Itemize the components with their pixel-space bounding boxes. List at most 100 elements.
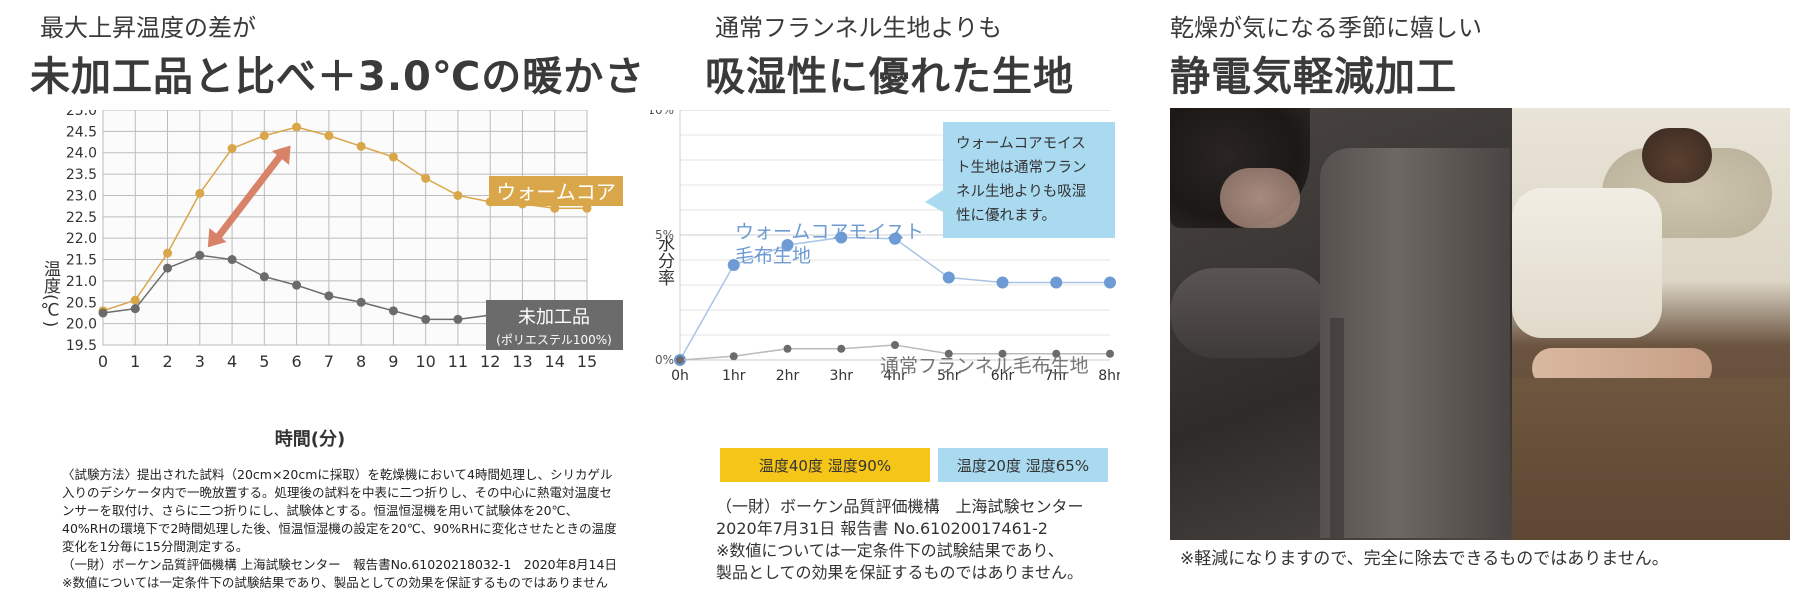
moisture-warm-series-label-line1: ウォームコアモイスト xyxy=(735,221,924,243)
temperature-series-0-point xyxy=(259,131,269,141)
moisture-chart-ytick-label: 10% xyxy=(650,110,674,117)
temperature-chart-xtick-label: 11 xyxy=(448,352,468,371)
temperature-chart-xtick-label: 12 xyxy=(480,352,500,371)
temperature-chart-xtick-label: 3 xyxy=(195,352,205,371)
panel3-note: ※軽減になりますので、完全に除去できるものではありません。 xyxy=(1180,549,1669,569)
temperature-chart-ytick-label: 25.0 xyxy=(66,110,97,119)
note-line: （一財）ボーケン品質評価機構 上海試験センター xyxy=(716,497,1084,516)
panel3-heading: 静電気軽減加工 xyxy=(1170,54,1457,100)
moisture-series-0-point xyxy=(1104,276,1116,289)
note-line: ※数値については一定条件下の試験結果であり、 xyxy=(716,541,1064,560)
blanket-fold-shape xyxy=(1320,148,1510,538)
condition-bar-2-box xyxy=(938,448,1108,482)
condition-bar-2: 温度20度 湿度65% xyxy=(938,448,1108,482)
temperature-chart-ytick-label: 23.5 xyxy=(66,167,97,183)
note-line: ンサーを取付け、さらに二つ折りにし、試験体とする。恒温恒湿機を用いて試験体を20… xyxy=(62,503,579,518)
condition-bar-1: 温度40度 湿度90% xyxy=(720,448,930,482)
panel1-heading: 未加工品と比べ＋3.0℃の暖かさ xyxy=(30,54,646,100)
legend-warmcore: ウォームコア xyxy=(489,176,623,206)
temperature-chart-ytick-label: 24.5 xyxy=(66,124,97,140)
person-hair-right xyxy=(1642,128,1712,183)
moisture-chart-series xyxy=(674,231,1116,366)
moisture-series-1-point xyxy=(944,349,953,358)
temperature-series-0-point xyxy=(453,190,463,200)
temperature-chart-ytick-label: 20.0 xyxy=(66,317,97,333)
moisture-chart-ylabel: 水分率 xyxy=(654,235,675,286)
temperature-chart-xtick-label: 15 xyxy=(577,352,597,371)
person-face-shape xyxy=(1220,168,1300,228)
moisture-series-1-point xyxy=(998,349,1007,358)
condition-bar-2-label: 温度20度 湿度65% xyxy=(957,457,1089,475)
moisture-chart-xtick-label: 4hr xyxy=(883,368,907,384)
temperature-chart-xlabel: 時間(分) xyxy=(275,429,345,450)
moisture-chart-ytick-label: 0% xyxy=(655,353,674,367)
temperature-difference-arrow xyxy=(207,145,291,248)
temperature-series-0-point xyxy=(582,203,592,213)
temperature-series-1-point xyxy=(195,250,205,260)
pillow-shape xyxy=(1170,268,1330,358)
moisture-series-1-point xyxy=(783,344,792,353)
note-line: 2020年7月31日 報告書 No.61020017461-2 xyxy=(716,519,1048,538)
arrow-head-bottom xyxy=(207,228,227,248)
moisture-chart-yticks: 0% 5% 10% xyxy=(650,110,674,367)
temperature-series-0-point xyxy=(356,141,366,151)
temperature-chart-grid xyxy=(102,110,588,346)
temperature-chart-xtick-label: 8 xyxy=(356,352,366,371)
moisture-chart-xticks: 0h 1hr 2hr 3hr 4hr 5hr 6hr 7hr 8hr xyxy=(671,368,1120,384)
temperature-series-1-point xyxy=(421,314,431,324)
temperature-series-0-point xyxy=(195,188,205,198)
temperature-chart-ylabel: 温度(℃) xyxy=(40,260,61,327)
temperature-chart-ytick-label: 20.5 xyxy=(66,295,97,311)
temperature-chart-ytick-label: 21.0 xyxy=(66,274,97,290)
arrow-head-top xyxy=(271,145,291,165)
rug-photo-right xyxy=(1512,108,1790,540)
temperature-chart-xtick-label: 9 xyxy=(388,352,398,371)
moisture-warm-series-label-line2: 毛布生地 xyxy=(735,245,811,267)
temperature-series-0-point xyxy=(292,122,302,132)
moisture-series-0-point xyxy=(835,231,848,244)
note-line: 〈試験方法〉提出された試料（20cm×20cmに採取）を乾燥機において4時間処理… xyxy=(62,467,613,482)
blanket-photo-left xyxy=(1170,108,1512,540)
moisture-chart-xtick-label: 1hr xyxy=(722,368,746,384)
arrow-shaft xyxy=(215,153,284,240)
panel1-subtitle: 最大上昇温度の差が xyxy=(40,14,256,42)
temperature-chart-ytick-label: 22.0 xyxy=(66,231,97,247)
legend-untreated-sublabel: (ポリエステル100%) xyxy=(496,333,612,347)
blanket-seam xyxy=(1330,318,1344,538)
temperature-series-0-point xyxy=(550,203,560,213)
temperature-chart-ytick-label: 21.5 xyxy=(66,253,97,269)
temperature-chart-xticks: 0 1 2 3 4 5 6 7 8 9 10 11 12 13 14 15 xyxy=(98,352,597,371)
moisture-flannel-series-label: 通常フランネル毛布生地 xyxy=(880,355,1089,377)
note-line: 入りのデシケータ内で一晩放置する。処理後の試料を中表に二つ折りし、その中心に熱電… xyxy=(62,485,613,500)
moisture-series-1-point xyxy=(676,356,684,364)
temperature-series-1-point xyxy=(356,297,366,307)
moisture-chart-xtick-label: 0h xyxy=(671,368,689,384)
panel2-subtitle: 通常フランネル生地よりも xyxy=(715,14,1003,42)
moisture-chart-xtick-label: 3hr xyxy=(829,368,853,384)
temperature-chart-xtick-label: 6 xyxy=(292,352,302,371)
temperature-chart-xtick-label: 4 xyxy=(227,352,237,371)
temperature-series-1-point xyxy=(130,304,140,314)
moisture-series-0-point xyxy=(781,239,794,251)
temperature-series-1-point xyxy=(98,308,108,318)
panel2-heading: 吸湿性に優れた生地 xyxy=(705,54,1074,100)
moisture-series-0-point xyxy=(942,271,955,284)
temperature-series-1-point xyxy=(259,272,269,282)
moisture-callout-text: ウォームコアモイス ト生地は通常フラン ネル生地よりも吸湿 性に優れます。 xyxy=(956,135,1091,224)
moisture-chart-xtick-label: 7hr xyxy=(1044,368,1068,384)
temperature-chart-ytick-label: 19.5 xyxy=(66,338,97,354)
condition-bar-1-box xyxy=(720,448,930,482)
note-line: 変化を1分毎に15分間測定する。 xyxy=(62,539,249,554)
legend-warmcore-box xyxy=(489,176,623,206)
legend-untreated: 未加工品 (ポリエステル100%) xyxy=(486,300,623,350)
temperature-chart-xtick-label: 2 xyxy=(162,352,172,371)
temperature-chart-ytick-label: 24.0 xyxy=(66,146,97,162)
temperature-series-1-point xyxy=(453,314,463,324)
temperature-series-1-point xyxy=(163,263,173,273)
panel2-test-notes: （一財）ボーケン品質評価機構 上海試験センター 2020年7月31日 報告書 No… xyxy=(716,496,1136,584)
temperature-series-0-point xyxy=(163,248,173,258)
moisture-series-0-point xyxy=(1050,276,1063,289)
temperature-series-0-point xyxy=(130,295,140,305)
temperature-series-0-point xyxy=(227,143,237,153)
condition-bar-1-label: 温度40度 湿度90% xyxy=(759,457,891,475)
